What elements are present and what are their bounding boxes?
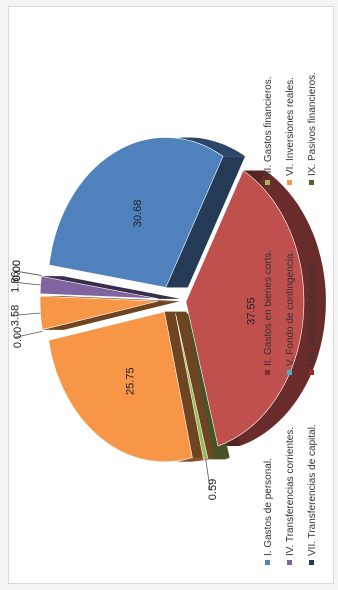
data-label: 1.86 <box>10 271 22 292</box>
data-label: 3.58 <box>10 305 22 326</box>
chart-frame: 30.68 37.55 0.59 25.75 0.00 3.58 1.86 0.00 0.00 I… <box>8 6 334 584</box>
legend-label: I. Gastos de personal. <box>263 458 274 556</box>
legend-item: I. Gastos de personal. <box>263 458 274 565</box>
legend-label: IV. Transferencias corrientes. <box>285 427 296 556</box>
data-label: 0.59 <box>207 479 219 500</box>
pie-slice <box>48 137 224 288</box>
legend-swatch <box>309 370 314 375</box>
data-label: 30.68 <box>132 200 144 228</box>
legend-swatch <box>287 560 292 565</box>
leader-line <box>12 312 41 316</box>
legend: I. Gastos de personal. II. Gastos en bien… <box>263 72 318 565</box>
legend-swatch <box>287 180 292 185</box>
legend-item: VII. Transferencias de capital. <box>307 424 318 565</box>
legend-item: V, Fondo de contingencia. <box>285 251 296 375</box>
legend-item: VIII. Activos financieros. <box>307 260 318 375</box>
pie-slice <box>175 313 209 460</box>
legend-label: IX. Pasivos financieros. <box>307 72 318 176</box>
pie-slice-side <box>218 170 326 446</box>
leader-line <box>14 330 43 338</box>
legend-swatch <box>265 370 270 375</box>
legend-swatch <box>265 180 270 185</box>
data-label: 0.00 <box>11 260 23 281</box>
legend-item: IX. Pasivos financieros. <box>307 72 318 185</box>
legend-label: III. Gastos financieros. <box>263 77 274 177</box>
pie-slice <box>48 311 193 463</box>
data-label: 25.75 <box>124 367 136 395</box>
data-label: 37.55 <box>245 297 257 325</box>
legend-label: V, Fondo de contingencia. <box>285 251 296 366</box>
legend-label: VIII. Activos financieros. <box>307 260 318 366</box>
leader-line <box>12 281 41 286</box>
legend-swatch <box>287 370 292 375</box>
data-label: 0.00 <box>11 260 23 281</box>
legend-swatch <box>265 560 270 565</box>
legend-item: VI. Inversiones reales. <box>285 77 296 185</box>
pie-slice-wall <box>41 276 181 299</box>
leader-line <box>13 270 42 276</box>
legend-label: VII. Transferencias de capital. <box>307 424 318 556</box>
legend-label: II. Gastos en bienes corts. <box>263 250 274 366</box>
pie-tops <box>39 137 305 463</box>
leader-line <box>205 458 211 490</box>
legend-item: IV. Transferencias corrientes. <box>285 427 296 565</box>
chart-rotated-group: 30.6837.550.5925.750.003.581.860.000.00I… <box>10 72 326 565</box>
legend-swatch <box>309 560 314 565</box>
pie-slice-wall <box>42 301 181 330</box>
legend-swatch <box>309 180 314 185</box>
pie-chart: 30.6837.550.5925.750.003.581.860.000.00I… <box>10 72 326 565</box>
legend-item: III. Gastos financieros. <box>263 77 274 185</box>
pie-slice <box>185 170 305 447</box>
pie-slice <box>39 275 159 300</box>
pie-slice-wall <box>165 156 246 288</box>
legend-item: II. Gastos en bienes corts. <box>263 250 274 375</box>
data-label: 0.00 <box>12 327 24 348</box>
legend-label: VI. Inversiones reales. <box>285 77 296 176</box>
